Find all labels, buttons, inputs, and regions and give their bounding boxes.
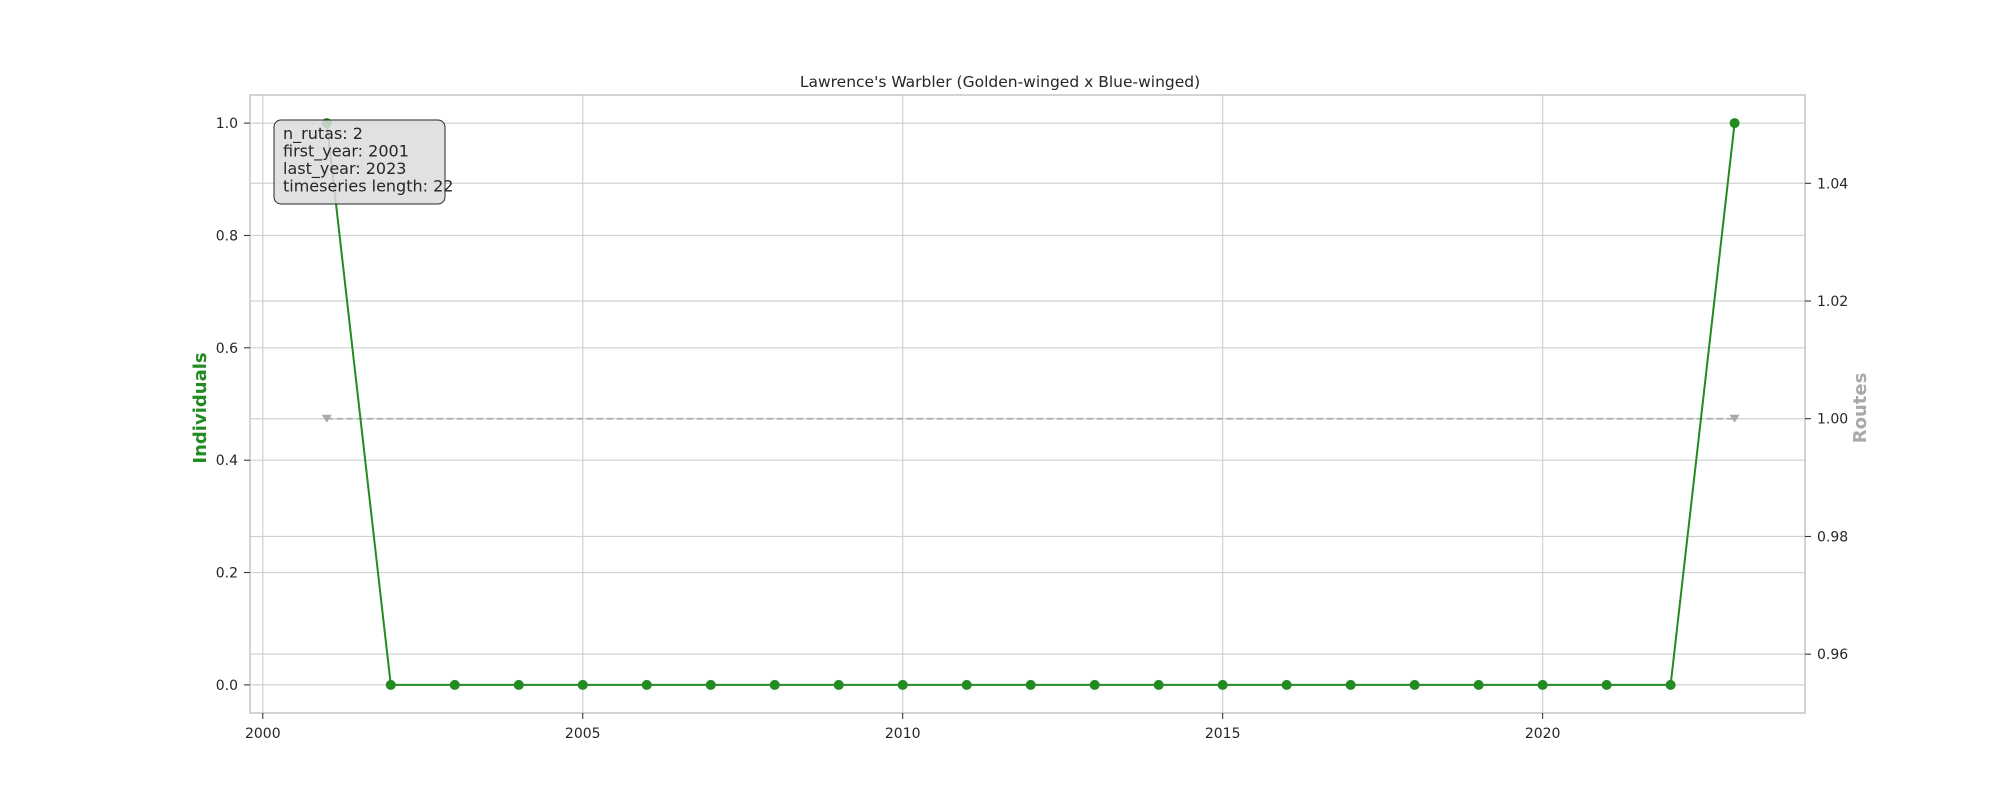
plot-frame — [249, 94, 1806, 714]
info-box-frame — [273, 119, 446, 205]
y2-tick-label: 0.98 — [1817, 529, 1848, 545]
individuals-point — [705, 679, 716, 690]
axes: 2000 2005 2010 2015 2020 0.0 0.2 0.4 0.6 0.8 1.0 0.… — [216, 94, 1848, 742]
individuals-point — [961, 679, 972, 690]
individuals-point — [577, 679, 588, 690]
individuals-point — [1665, 679, 1676, 690]
individuals-point — [385, 679, 396, 690]
individuals-point — [449, 679, 460, 690]
individuals-point — [897, 679, 908, 690]
individuals-point — [1217, 679, 1228, 690]
individuals-point — [1409, 679, 1420, 690]
individuals-point — [641, 679, 652, 690]
info-box-line: timeseries length: 22 — [283, 177, 453, 196]
y2-tick-label: 1.00 — [1817, 412, 1848, 428]
individuals-point — [1473, 679, 1484, 690]
individuals-point — [1153, 679, 1164, 690]
y-axis-label-left: Individuals — [190, 352, 211, 463]
x-tick-label: 2005 — [565, 726, 601, 742]
y2-tick-label: 1.02 — [1817, 294, 1848, 310]
x-tick-label: 2015 — [1205, 726, 1241, 742]
y-tick-label: 1.0 — [216, 116, 238, 132]
routes-point — [321, 414, 332, 423]
individuals-point — [769, 679, 780, 690]
x-tick-label: 2010 — [885, 726, 921, 742]
info-box-line: n_rutas: 2 — [283, 124, 363, 144]
info-box-line: first_year: 2001 — [283, 142, 409, 162]
chart-title: Lawrence's Warbler (Golden-winged x Blue… — [800, 73, 1200, 91]
series-layer — [321, 118, 1740, 690]
y-tick-label: 0.4 — [216, 453, 238, 469]
routes-point — [1729, 414, 1740, 423]
y-axis-label-right: Routes — [1850, 373, 1871, 444]
y-tick-label: 0.8 — [216, 228, 238, 244]
individuals-point — [1601, 679, 1612, 690]
y-tick-label: 0.0 — [216, 678, 238, 694]
y-tick-label: 0.2 — [216, 566, 238, 582]
y2-tick-label: 0.96 — [1817, 647, 1848, 663]
y2-tick-label: 1.04 — [1817, 176, 1848, 192]
individuals-point — [1089, 679, 1100, 690]
x-tick-label: 2020 — [1525, 726, 1561, 742]
individuals-point — [1025, 679, 1036, 690]
individuals-point — [833, 679, 844, 690]
individuals-point — [513, 679, 524, 690]
plot-background — [250, 95, 1805, 713]
individuals-point — [1537, 679, 1548, 690]
individuals-point — [1281, 679, 1292, 690]
y-tick-label: 0.6 — [216, 341, 238, 357]
individuals-point — [1729, 118, 1740, 129]
x-tick-label: 2000 — [245, 726, 281, 742]
grid-lines — [250, 95, 1805, 713]
info-box-line: last_year: 2023 — [283, 159, 406, 179]
individuals-point — [1345, 679, 1356, 690]
